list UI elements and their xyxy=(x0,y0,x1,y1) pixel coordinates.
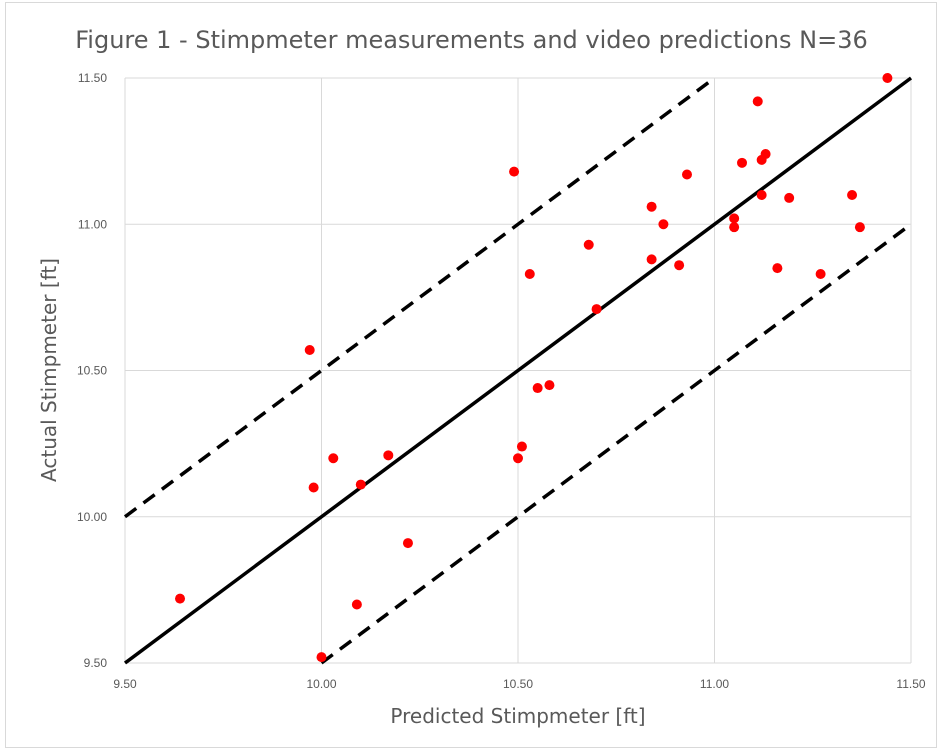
upper-bound-line xyxy=(123,76,716,519)
identity-line xyxy=(123,76,913,665)
y-tick-label: 10.00 xyxy=(77,510,107,524)
data-point xyxy=(854,222,865,233)
reference-lines xyxy=(123,76,913,665)
data-point xyxy=(509,166,520,177)
y-tick-label: 10.50 xyxy=(77,364,107,378)
data-point xyxy=(513,453,523,464)
y-tick-label: 11.00 xyxy=(78,217,107,231)
y-tick-label: 9.50 xyxy=(84,656,108,670)
data-point xyxy=(752,96,763,107)
x-tick-label: 10.00 xyxy=(306,677,336,691)
data-point xyxy=(175,593,186,604)
y-tick-label: 11.50 xyxy=(78,71,107,85)
data-point xyxy=(355,479,366,490)
data-point xyxy=(308,482,319,493)
data-point xyxy=(737,157,748,168)
x-tick-label: 11.50 xyxy=(896,677,925,691)
data-point xyxy=(815,268,826,279)
data-point xyxy=(524,268,535,279)
data-point xyxy=(328,453,339,464)
data-point xyxy=(402,538,413,549)
x-axis-label: Predicted Stimpmeter [ft] xyxy=(390,704,646,728)
data-point xyxy=(316,652,327,663)
data-point xyxy=(583,239,594,250)
data-point xyxy=(516,441,527,452)
data-point xyxy=(784,192,795,203)
data-point xyxy=(383,450,394,461)
data-point xyxy=(681,169,692,180)
data-point xyxy=(591,304,602,315)
tick-labels: 9.50 10.00 10.50 11.00 11.50 9.50 10.00 10.50 11… xyxy=(77,71,926,691)
data-point xyxy=(760,149,771,160)
data-point xyxy=(304,345,315,356)
data-point xyxy=(351,599,362,610)
data-point xyxy=(772,263,783,274)
data-point xyxy=(674,260,685,271)
x-tick-label: 9.50 xyxy=(113,677,137,691)
data-point xyxy=(847,190,858,200)
chart-title: Figure 1 - Stimpmeter measurements and v… xyxy=(75,26,868,54)
data-point xyxy=(729,213,740,224)
data-point xyxy=(544,380,555,391)
lower-bound-line xyxy=(320,222,913,665)
data-point xyxy=(756,190,767,200)
data-point xyxy=(658,219,669,230)
data-point xyxy=(532,383,543,394)
data-point xyxy=(646,201,657,212)
data-point xyxy=(729,222,740,233)
x-tick-label: 10.50 xyxy=(503,677,533,691)
x-tick-label: 11.00 xyxy=(700,677,729,691)
data-points xyxy=(175,73,893,663)
chart-frame xyxy=(5,2,937,748)
data-point xyxy=(646,254,657,265)
data-point xyxy=(882,73,893,83)
